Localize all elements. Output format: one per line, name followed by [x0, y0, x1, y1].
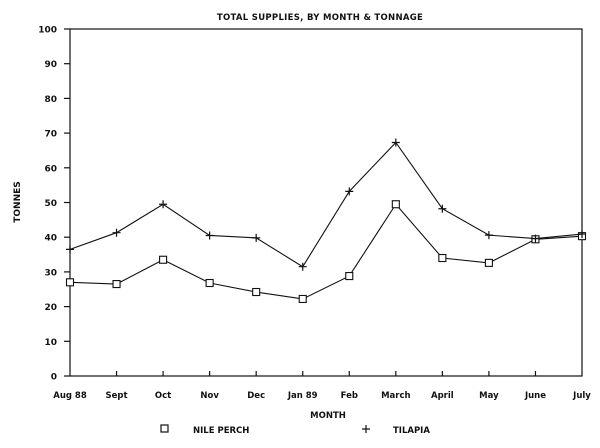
x-tick-label: Dec — [247, 391, 265, 401]
y-tick-label: 80 — [44, 95, 57, 105]
chart-title: TOTAL SUPPLIES, BY MONTH & TONNAGE — [217, 13, 423, 23]
series-line-nile-perch — [69, 203, 583, 300]
square-marker-icon — [65, 278, 75, 287]
square-marker-icon — [484, 258, 493, 267]
plus-marker-icon — [531, 234, 540, 243]
y-tick-label: 50 — [44, 199, 57, 209]
series-group — [65, 138, 587, 304]
y-tick-label: 10 — [44, 338, 57, 348]
x-tick-label: June — [524, 391, 546, 401]
plus-marker-icon — [391, 138, 400, 147]
x-axis-label: MONTH — [310, 411, 346, 421]
plus-marker-icon — [578, 230, 586, 239]
y-tick-label: 30 — [44, 268, 57, 278]
x-tick-label: Nov — [200, 391, 219, 401]
y-tick-label: 70 — [44, 130, 57, 140]
y-tick-label: 60 — [44, 164, 57, 174]
square-marker-icon — [298, 294, 307, 304]
square-marker-icon — [205, 278, 214, 288]
legend-square-marker-icon — [160, 424, 169, 433]
y-axis-label: TONNES — [13, 181, 23, 222]
y-tick-label: 40 — [44, 234, 57, 244]
x-tick-label: March — [381, 391, 410, 401]
plus-marker-icon — [159, 200, 168, 209]
square-marker-icon — [438, 253, 447, 263]
square-marker-icon — [112, 279, 121, 289]
legend-label-nile-perch: NILE PERCH — [193, 426, 249, 436]
plus-marker-icon — [298, 262, 307, 271]
plus-marker-icon — [112, 228, 121, 237]
square-marker-icon — [345, 272, 354, 281]
plus-marker-icon — [438, 204, 447, 213]
x-tick-label: Feb — [341, 391, 358, 401]
plus-marker-icon — [345, 187, 354, 196]
y-tick-label: 0 — [51, 373, 57, 383]
square-marker-icon — [159, 255, 168, 264]
y-tick-label: 100 — [38, 26, 57, 36]
x-axis: Aug 88 Sept Oct Nov Dec Jan 89 Feb March April Ma… — [53, 371, 591, 401]
legend-plus-marker-icon — [362, 425, 370, 433]
square-marker-icon — [252, 287, 261, 297]
x-tick-label: April — [431, 391, 454, 401]
x-tick-label: Oct — [155, 391, 171, 401]
series-line-tilapia — [69, 141, 583, 268]
x-tick-label: Jan 89 — [287, 391, 318, 401]
x-tick-label: Sept — [106, 391, 128, 401]
plot-frame — [69, 28, 583, 377]
plus-marker-icon — [66, 245, 74, 254]
legend-label-tilapia: TILAPIA — [393, 426, 430, 436]
y-tick-label: 20 — [44, 303, 57, 313]
square-marker-icon — [391, 200, 400, 209]
plus-marker-icon — [252, 233, 261, 242]
legend: NILE PERCH TILAPIA — [160, 424, 430, 436]
y-tick-label: 90 — [44, 60, 57, 70]
plus-marker-icon — [205, 231, 214, 240]
x-tick-label: May — [479, 391, 499, 401]
x-tick-label: July — [572, 391, 591, 401]
x-tick-label: Aug 88 — [53, 391, 87, 401]
plus-marker-icon — [484, 231, 493, 240]
y-axis: 0 10 20 30 40 50 60 70 80 90 100 — [38, 26, 70, 383]
